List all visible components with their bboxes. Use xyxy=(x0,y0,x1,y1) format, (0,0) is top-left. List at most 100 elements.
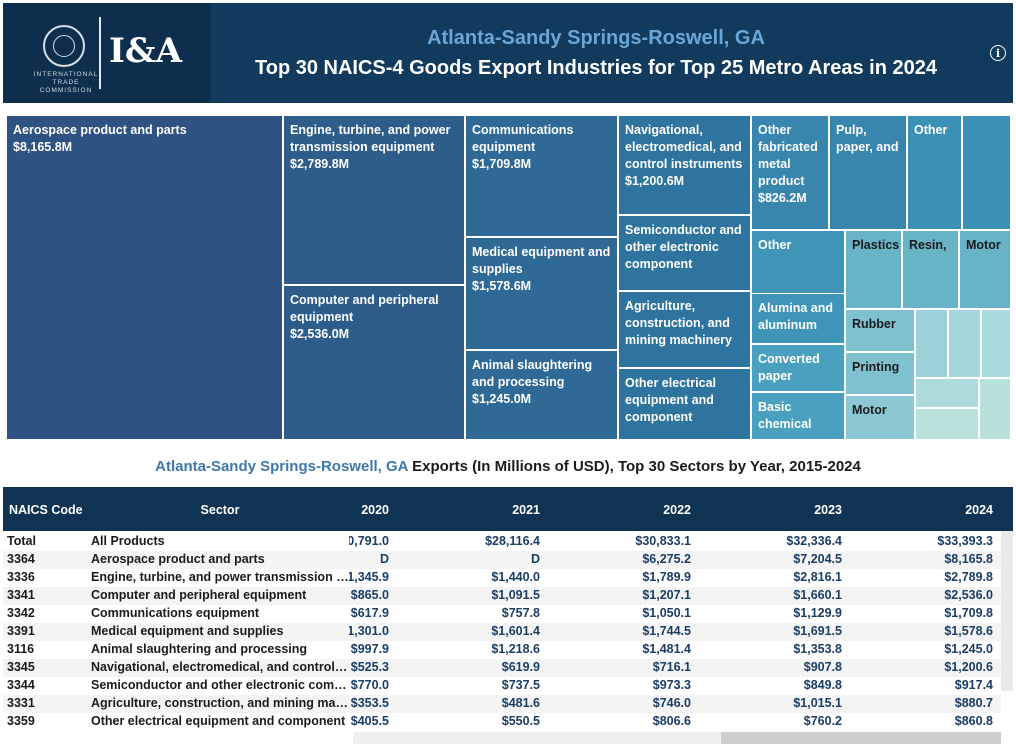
cell-y2020: $997.9 xyxy=(350,642,389,656)
treemap-tile-motor-1[interactable]: Motor xyxy=(959,230,1011,309)
cell-code: 3345 xyxy=(7,660,35,674)
treemap-tile-other-fabricated[interactable]: Other fabricated metal product $826.2M xyxy=(751,115,829,230)
treemap-tile-pulp[interactable]: Pulp, paper, and xyxy=(829,115,907,230)
cell-y2022: $6,275.2 xyxy=(642,552,691,566)
table-row[interactable]: 3344 Semiconductor and other electronic c… xyxy=(3,677,1001,695)
cell-y2020: $30,791.0 xyxy=(349,534,389,548)
treemap-tile-semiconductor[interactable]: Semiconductor and other electronic compo… xyxy=(618,215,751,291)
table-row[interactable]: 3359 Other electrical equipment and compo… xyxy=(3,713,1001,731)
cell-y2024: $1,200.6 xyxy=(944,660,993,674)
treemap-tile-value: $826.2M xyxy=(758,191,807,205)
cell-code: 3359 xyxy=(7,714,35,728)
treemap-tile-small[interactable] xyxy=(979,378,1011,440)
treemap-tile-navigational[interactable]: Navigational, electromedical, and contro… xyxy=(618,115,751,215)
treemap-tile-medical[interactable]: Medical equipment and supplies $1,578.6M xyxy=(465,237,618,350)
cell-code: 3341 xyxy=(7,588,35,602)
treemap-tile-value: $1,245.0M xyxy=(472,392,532,406)
treemap-tile-rubber[interactable]: Rubber xyxy=(845,309,915,352)
cell-y2023: $32,336.4 xyxy=(786,534,842,548)
table-row[interactable]: 3345 Navigational, electromedical, and co… xyxy=(3,659,1001,677)
treemap-tile-resin[interactable]: Resin, xyxy=(902,230,959,309)
treemap-tile-computer[interactable]: Computer and peripheral equipment $2,536.… xyxy=(283,285,465,440)
treemap-tile-small[interactable] xyxy=(915,309,948,378)
treemap-tile-label: Aerospace product and parts xyxy=(13,123,187,137)
treemap-tile-label: Other fabricated metal product xyxy=(758,123,818,188)
cell-y2022: $716.1 xyxy=(652,660,691,674)
cell-code: 3391 xyxy=(7,624,35,638)
cell-y2022: $1,207.1 xyxy=(642,588,691,602)
table-row[interactable]: 3336 Engine, turbine, and power transmiss… xyxy=(3,569,1001,587)
header-naics-code[interactable]: NAICS Code xyxy=(9,503,83,517)
table-row[interactable]: 3116 Animal slaughtering and processing $9… xyxy=(3,641,1001,659)
table-title-rest: Exports (In Millions of USD), Top 30 Sec… xyxy=(407,458,861,475)
table-title: Atlanta-Sandy Springs-Roswell, GA Export… xyxy=(0,458,1016,475)
header-2024[interactable]: 2024 xyxy=(965,503,993,517)
cell-y2021: $481.6 xyxy=(501,696,540,710)
cell-y2020: $405.5 xyxy=(350,714,389,728)
report-header: INTERNATIONAL TRADE COMMISSION I&A Atlan… xyxy=(3,3,1013,103)
table-row[interactable]: Total All Products $30,791.0 $28,116.4 $30,8… xyxy=(3,533,1001,551)
cell-y2023: $1,353.8 xyxy=(793,642,842,656)
header-2021[interactable]: 2021 xyxy=(512,503,540,517)
treemap-tile-engine[interactable]: Engine, turbine, and power transmission … xyxy=(283,115,465,285)
treemap-tile-motor-2[interactable]: Motor xyxy=(845,395,915,440)
cell-y2023: $1,691.5 xyxy=(793,624,842,638)
horizontal-scrollbar[interactable] xyxy=(353,732,1001,744)
cell-y2020: D xyxy=(379,552,389,566)
table-title-metro: Atlanta-Sandy Springs-Roswell, GA xyxy=(155,458,408,475)
treemap-tile-communications[interactable]: Communications equipment $1,709.8M xyxy=(465,115,618,237)
treemap-tile-other-1[interactable]: Other xyxy=(907,115,962,230)
treemap-tile-converted[interactable]: Converted paper xyxy=(751,344,845,392)
treemap-tile-label: Medical equipment and supplies xyxy=(472,245,611,276)
treemap-tile-small[interactable] xyxy=(915,378,979,408)
cell-y2020: $1,345.9 xyxy=(349,570,389,584)
cell-y2024: $2,789.8 xyxy=(944,570,993,584)
treemap-tile-small[interactable] xyxy=(948,309,981,378)
cell-code: 3364 xyxy=(7,552,35,566)
header-2020[interactable]: 2020 xyxy=(361,503,389,517)
treemap-tile-basic[interactable]: Basic chemical xyxy=(751,392,845,440)
treemap-tile-label: Navigational, electromedical, and contro… xyxy=(625,123,743,171)
table-header: NAICS Code Sector 2020 2021 2022 2023 20… xyxy=(3,487,1013,531)
treemap-tile-alumina[interactable]: Alumina and aluminum xyxy=(751,293,845,344)
header-2023[interactable]: 2023 xyxy=(814,503,842,517)
table-row[interactable]: 3391 Medical equipment and supplies $1,301… xyxy=(3,623,1001,641)
table-row[interactable]: 3331 Agriculture, construction, and minin… xyxy=(3,695,1001,713)
info-icon[interactable]: i xyxy=(990,45,1006,61)
seal-text: INTERNATIONAL TRADE COMMISSION xyxy=(33,71,99,94)
treemap-tile-small[interactable] xyxy=(981,309,1011,378)
treemap-tile-small[interactable] xyxy=(962,115,1011,230)
treemap-tile-label: Converted paper xyxy=(758,352,820,383)
cell-code: 3331 xyxy=(7,696,35,710)
treemap-tile-other-electrical[interactable]: Other electrical equipment and component xyxy=(618,368,751,440)
cell-sector: Semiconductor and other electronic compo… xyxy=(91,678,349,692)
treemap-tile-printing[interactable]: Printing xyxy=(845,352,915,395)
header-sector[interactable]: Sector xyxy=(200,503,240,517)
cell-y2024: $2,536.0 xyxy=(944,588,993,602)
horizontal-scrollbar-thumb[interactable] xyxy=(721,732,1001,744)
treemap-tile-label: Communications equipment xyxy=(472,123,574,154)
treemap-tile-label: Semiconductor and other electronic compo… xyxy=(625,223,742,271)
cell-sector: Agriculture, construction, and mining ma… xyxy=(91,696,349,710)
cell-y2021: $1,091.5 xyxy=(491,588,540,602)
treemap-tile-label: Printing xyxy=(852,360,900,374)
table-row[interactable]: 3364 Aerospace product and parts D D $6,275.… xyxy=(3,551,1001,569)
cell-sector: Animal slaughtering and processing xyxy=(91,642,308,656)
cell-y2021: $1,440.0 xyxy=(491,570,540,584)
table-row[interactable]: 3342 Communications equipment $617.9 $757.8… xyxy=(3,605,1001,623)
treemap-tile-value: $2,536.0M xyxy=(290,327,350,341)
treemap-tile-agriculture[interactable]: Agriculture, construction, and mining ma… xyxy=(618,291,751,368)
treemap-tile-value: $1,200.6M xyxy=(625,174,685,188)
table-row[interactable]: 3341 Computer and peripheral equipment $86… xyxy=(3,587,1001,605)
treemap-tile-small[interactable] xyxy=(915,408,979,440)
vertical-scrollbar[interactable] xyxy=(1001,531,1013,691)
treemap-tile-aerospace[interactable]: Aerospace product and parts $8,165.8M xyxy=(6,115,283,440)
treemap-tile-animal[interactable]: Animal slaughtering and processing $1,245… xyxy=(465,350,618,440)
cell-y2021: $619.9 xyxy=(501,660,540,674)
treemap-tile-plastics[interactable]: Plastics xyxy=(845,230,902,309)
treemap-tile-value: $8,165.8M xyxy=(13,140,73,154)
cell-y2021: $737.5 xyxy=(501,678,540,692)
treemap-tile-value: $1,709.8M xyxy=(472,157,532,171)
header-2022[interactable]: 2022 xyxy=(663,503,691,517)
cell-y2024: $1,709.8 xyxy=(944,606,993,620)
